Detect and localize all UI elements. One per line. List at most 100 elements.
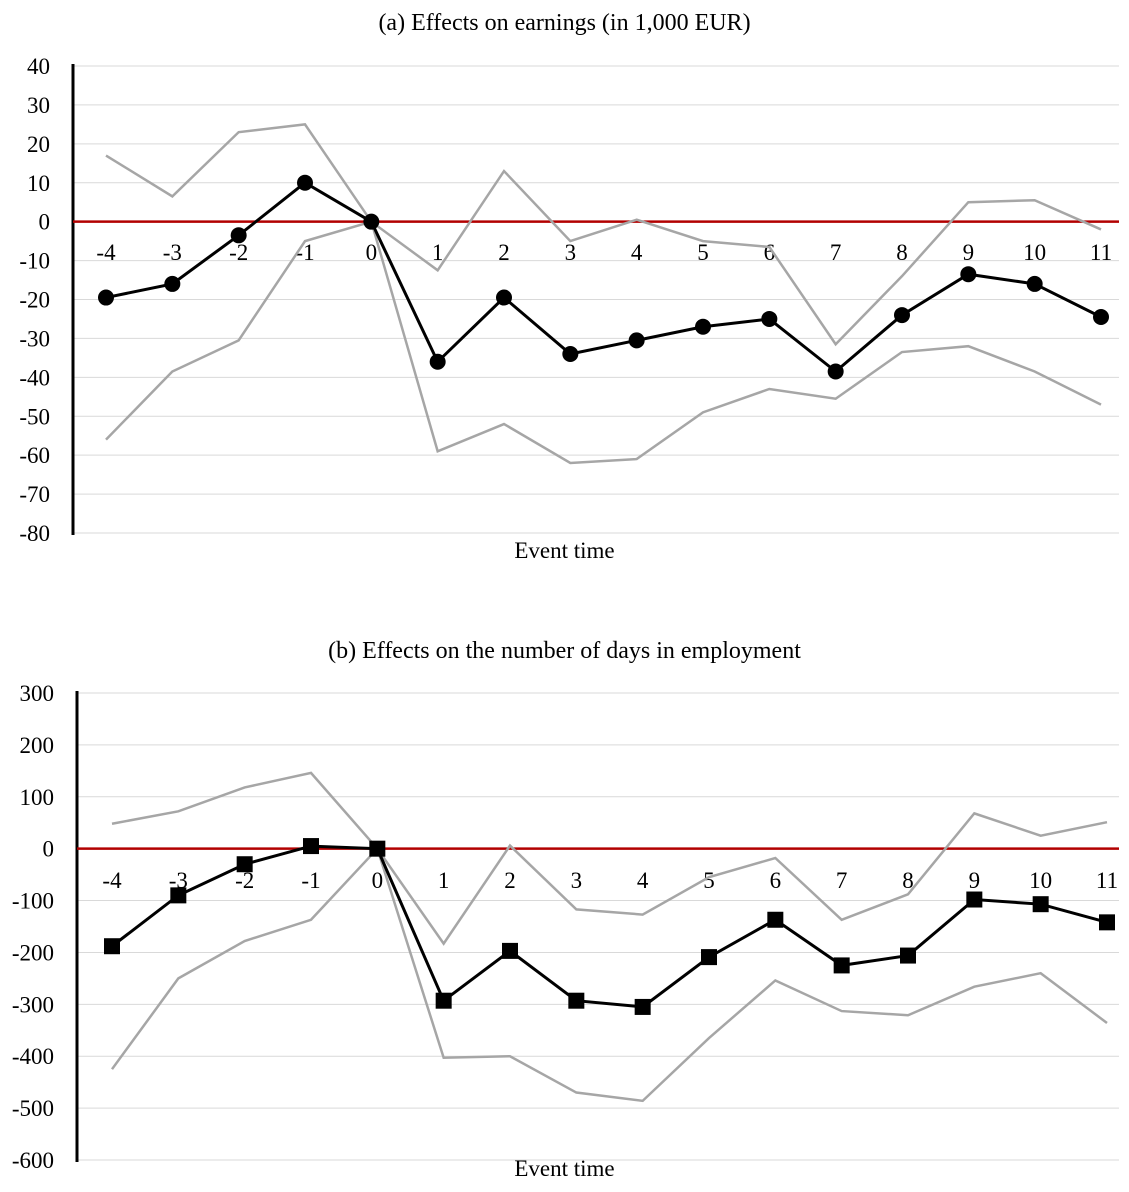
series-line-estimate xyxy=(111,844,1108,1009)
x-tick-label: 3 xyxy=(571,868,583,893)
data-point xyxy=(429,353,446,370)
x-tick-label: 1 xyxy=(432,240,444,265)
data-point xyxy=(562,345,579,362)
x-tick-label: -2 xyxy=(235,868,254,893)
data-point xyxy=(363,213,380,230)
x-tick-label: 7 xyxy=(836,868,848,893)
y-tick-label: -200 xyxy=(12,940,54,965)
data-point xyxy=(435,992,452,1009)
y-tick-label: -100 xyxy=(12,889,54,914)
data-point xyxy=(628,332,645,349)
series-line-lower xyxy=(105,220,1102,465)
y-tick-label: -70 xyxy=(19,482,50,507)
data-point xyxy=(236,856,253,873)
y-tick-label: 40 xyxy=(27,54,50,79)
y-tick-label: -600 xyxy=(12,1148,54,1173)
y-tick-label: -50 xyxy=(19,404,50,429)
x-tick-label: 2 xyxy=(498,240,510,265)
x-tick-label: 8 xyxy=(896,240,908,265)
y-tick-label: -300 xyxy=(12,992,54,1017)
x-tick-label: 0 xyxy=(366,240,378,265)
data-point xyxy=(1026,275,1043,292)
data-point xyxy=(303,838,319,855)
data-point xyxy=(369,840,386,857)
y-tick-label: 0 xyxy=(39,210,51,235)
data-point xyxy=(966,891,983,908)
data-point xyxy=(767,911,784,928)
x-tick-label: 4 xyxy=(637,868,649,893)
x-tick-label: -3 xyxy=(163,240,182,265)
x-axis-label: Event time xyxy=(514,538,615,563)
x-tick-label: -2 xyxy=(229,240,248,265)
y-tick-label: -60 xyxy=(19,443,50,468)
data-point xyxy=(894,307,910,324)
x-tick-label: 5 xyxy=(703,868,715,893)
y-tick-label: 0 xyxy=(43,837,55,862)
earnings-chart: (a) Effects on earnings (in 1,000 EUR) 4… xyxy=(0,0,1129,580)
data-point xyxy=(634,998,651,1015)
y-tick-label: 300 xyxy=(20,681,55,706)
series-line-lower xyxy=(110,846,1108,1103)
x-tick-label: 9 xyxy=(969,868,981,893)
data-point xyxy=(960,266,977,283)
data-point xyxy=(900,947,916,964)
y-tick-label: -400 xyxy=(12,1044,54,1069)
x-tick-label: -1 xyxy=(301,868,320,893)
x-tick-label: -3 xyxy=(169,868,188,893)
x-tick-label: 8 xyxy=(902,868,914,893)
data-point xyxy=(98,289,114,306)
data-point xyxy=(761,310,778,327)
y-tick-label: -10 xyxy=(19,249,50,274)
data-point xyxy=(230,227,247,244)
x-tick-label: 0 xyxy=(372,868,384,893)
y-tick-label: 30 xyxy=(27,93,50,118)
y-tick-label: 100 xyxy=(20,785,55,810)
x-tick-label: 6 xyxy=(770,868,782,893)
data-point xyxy=(1099,914,1115,931)
data-point xyxy=(833,957,850,974)
series-line-upper xyxy=(111,771,1108,946)
y-tick-label: 20 xyxy=(27,132,50,157)
chart-title: (b) Effects on the number of days in emp… xyxy=(328,638,801,664)
y-tick-label: -80 xyxy=(19,521,50,546)
data-point xyxy=(827,363,844,380)
employment-days-chart: (b) Effects on the number of days in emp… xyxy=(0,628,1129,1192)
x-axis-label: Event time xyxy=(514,1156,615,1181)
data-point xyxy=(502,942,518,959)
data-point xyxy=(496,289,512,306)
data-point xyxy=(164,275,181,292)
data-point xyxy=(568,992,585,1009)
x-tick-label: 9 xyxy=(963,240,975,265)
y-tick-label: -20 xyxy=(19,288,50,313)
data-point xyxy=(695,318,711,335)
x-tick-label: 3 xyxy=(565,240,577,265)
x-tick-label: 11 xyxy=(1090,240,1112,265)
x-tick-label: 2 xyxy=(504,868,516,893)
data-point xyxy=(701,949,717,966)
series-line-estimate xyxy=(105,180,1102,374)
data-point xyxy=(1093,309,1109,326)
data-point xyxy=(104,938,120,955)
x-tick-label: 10 xyxy=(1029,868,1052,893)
data-point xyxy=(297,174,313,191)
y-tick-label: 10 xyxy=(27,171,50,196)
chart-title: (a) Effects on earnings (in 1,000 EUR) xyxy=(378,10,751,36)
y-tick-label: -40 xyxy=(19,365,50,390)
data-point xyxy=(1032,896,1049,913)
x-tick-label: -4 xyxy=(96,240,116,265)
x-tick-label: 5 xyxy=(697,240,709,265)
x-tick-label: 4 xyxy=(631,240,643,265)
y-tick-label: -30 xyxy=(19,326,50,351)
x-tick-label: 10 xyxy=(1023,240,1046,265)
y-tick-label: 200 xyxy=(20,733,55,758)
x-tick-label: -4 xyxy=(102,868,122,893)
y-tick-label: -500 xyxy=(12,1096,54,1121)
series-line-upper xyxy=(105,123,1102,347)
x-tick-label: 7 xyxy=(830,240,842,265)
data-point xyxy=(170,887,187,904)
x-tick-label: 1 xyxy=(438,868,450,893)
x-tick-label: 11 xyxy=(1096,868,1118,893)
x-tick-label: 6 xyxy=(764,240,776,265)
